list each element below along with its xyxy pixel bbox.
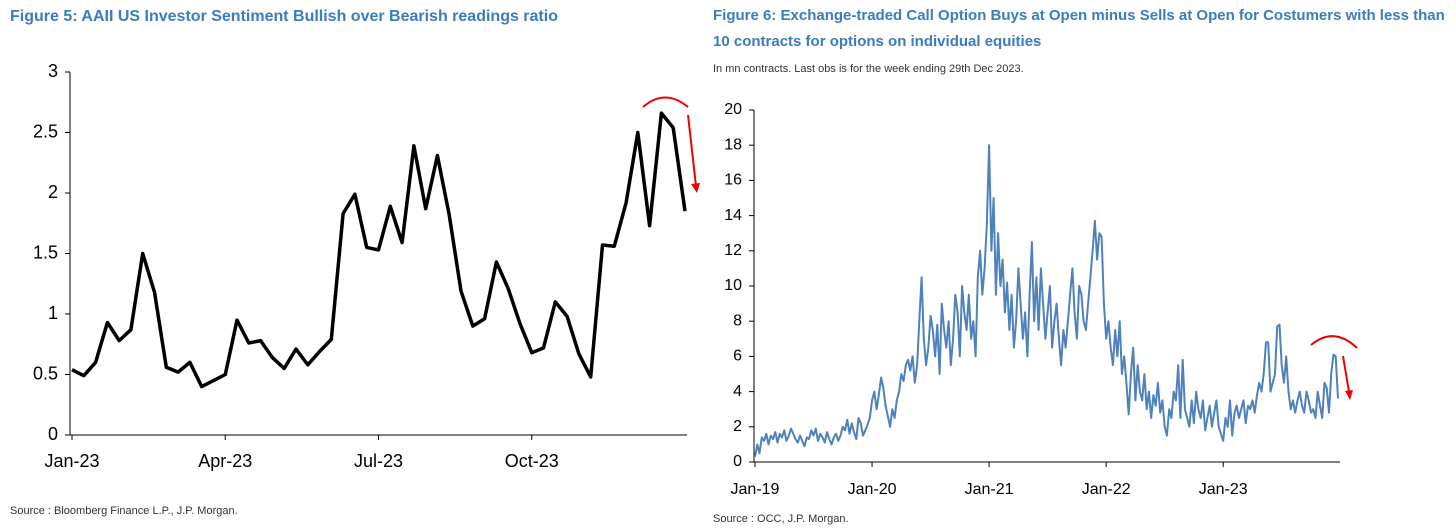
y-tick-label: 1 [48, 303, 58, 323]
x-tick-label: Jan-21 [965, 481, 1014, 498]
y-tick-label: 8 [733, 312, 742, 329]
y-tick-label: 4 [733, 383, 742, 400]
y-tick-label: 16 [724, 172, 742, 189]
x-tick-label: Jan-23 [44, 451, 99, 471]
y-tick-label: 2 [733, 418, 742, 435]
source: Source : Bloomberg Finance L.P., J.P. Mo… [10, 505, 238, 517]
y-tick-label: 12 [724, 242, 742, 259]
subtitle: In mn contracts. Last obs is for the wee… [713, 63, 1024, 75]
x-tick-label: Oct-23 [505, 451, 559, 471]
x-tick-label: Apr-23 [198, 451, 252, 471]
y-tick-label: 0.5 [33, 363, 58, 383]
x-tick-label: Jan-22 [1082, 481, 1131, 498]
annotation-arrow [687, 114, 697, 187]
annotation-arrow [1342, 355, 1350, 393]
y-tick-label: 0 [733, 453, 742, 470]
y-tick-label: 14 [724, 207, 742, 224]
y-tick-label: 2.5 [33, 121, 58, 141]
x-tick-label: Jan-20 [848, 481, 897, 498]
y-tick-label: 3 [48, 61, 58, 81]
y-tick-label: 18 [724, 136, 742, 153]
x-tick-label: Jul-23 [354, 451, 403, 471]
annotation-arc [1310, 335, 1358, 349]
y-tick-label: 10 [724, 277, 742, 294]
arrow-head [1345, 390, 1353, 400]
data-line [754, 144, 1339, 457]
arrow-head [691, 183, 700, 193]
annotation-arc [642, 96, 689, 108]
chart-title: Figure 6: Exchange-traded Call Option Bu… [713, 7, 1445, 50]
data-line [71, 111, 687, 389]
source: Source : OCC, J.P. Morgan. [713, 513, 849, 525]
y-tick-label: 1.5 [33, 242, 58, 262]
y-tick-label: 20 [724, 101, 742, 118]
y-tick-label: 0 [48, 424, 58, 444]
x-tick-label: Jan-19 [731, 481, 780, 498]
y-tick-label: 2 [48, 182, 58, 202]
chart-title: Figure 5: AAII US Investor Sentiment Bul… [10, 8, 558, 25]
x-tick-label: Jan-23 [1199, 481, 1248, 498]
y-tick-label: 6 [733, 348, 742, 365]
